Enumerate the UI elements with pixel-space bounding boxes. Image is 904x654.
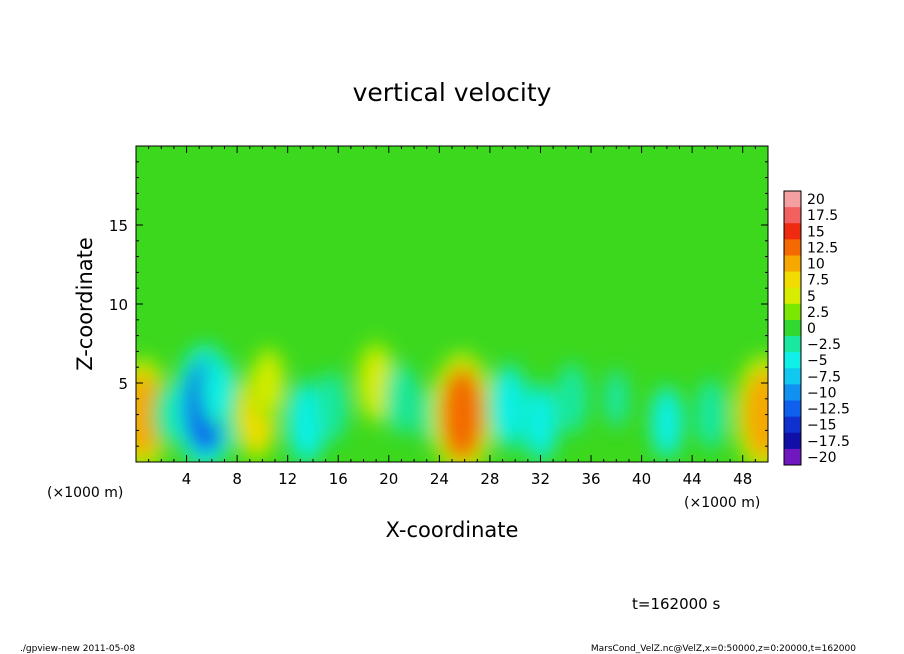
field-blob	[205, 362, 231, 420]
x-tick-label: 20	[379, 470, 398, 488]
colorbar-swatch	[784, 319, 801, 337]
colorbar-label: 7.5	[807, 273, 829, 289]
colorbar-label: 12.5	[807, 240, 838, 256]
x-tick-label: 16	[329, 470, 348, 488]
colorbar-swatch	[784, 271, 801, 289]
field-blob	[256, 354, 282, 412]
x-unit-label-right: (×1000 m)	[684, 495, 760, 511]
field-blob	[526, 391, 554, 454]
colorbar-swatch	[784, 287, 801, 305]
colorbar-swatch	[784, 432, 801, 450]
colorbar-swatch	[784, 416, 801, 434]
y-tick-label: 5	[118, 375, 128, 393]
colorbar-swatch	[784, 368, 801, 385]
colorbar-swatch	[784, 336, 801, 353]
colorbar-label: −17.5	[807, 434, 850, 450]
x-tick-label: 28	[480, 470, 499, 488]
field-blob	[744, 370, 768, 459]
field-blob	[560, 372, 584, 426]
colorbar-label: 20	[807, 192, 825, 208]
colorbar-label: 2.5	[807, 305, 829, 321]
colorbar-label: 10	[807, 257, 825, 273]
x-tick-label: 44	[683, 470, 702, 488]
colorbar-label: −15	[807, 418, 837, 434]
field-blob	[654, 393, 680, 452]
footer-right: MarsCond_VelZ.nc@VelZ,x=0:50000,z=0:2000…	[591, 644, 856, 654]
colorbar-swatch	[784, 223, 801, 240]
colorbar-swatch	[784, 352, 801, 369]
colorbar-label: 5	[807, 289, 816, 305]
colorbar-label: −7.5	[807, 369, 841, 385]
colorbar-swatch	[784, 191, 801, 208]
field-blob	[320, 380, 344, 434]
chart-title: vertical velocity	[353, 78, 552, 107]
x-tick-label: 4	[182, 470, 192, 488]
field-blob	[699, 388, 723, 442]
colorbar-label: 0	[807, 321, 816, 337]
colorbar-label: 15	[807, 224, 825, 240]
footer-left: ./gpview-new 2011-05-08	[20, 644, 135, 654]
x-tick-label: 36	[581, 470, 600, 488]
colorbar: 2017.51512.5107.552.50−2.5−5−7.5−10−12.5…	[783, 190, 850, 466]
y-axis-label: Z-coordinate	[73, 237, 97, 371]
field-blob	[390, 372, 413, 426]
y-tick-label: 10	[109, 296, 128, 314]
field-blob	[292, 389, 322, 456]
x-axis-label: X-coordinate	[386, 518, 519, 542]
colorbar-swatch	[784, 303, 801, 321]
colorbar-frame	[783, 190, 802, 466]
time-label: t=162000 s	[632, 595, 720, 613]
colorbar-label: −10	[807, 385, 837, 401]
field-blob	[494, 373, 524, 440]
field-blob	[605, 373, 628, 425]
x-tick-label: 32	[531, 470, 550, 488]
colorbar-label: −12.5	[807, 402, 850, 418]
field-blob	[156, 389, 179, 441]
x-tick-label: 40	[632, 470, 651, 488]
x-tick-label: 48	[733, 470, 752, 488]
colorbar-label: 17.5	[807, 208, 838, 224]
y-tick-label: 15	[109, 217, 128, 235]
colorbar-swatch	[784, 255, 801, 273]
x-tick-label: 8	[232, 470, 242, 488]
colorbar-label: −5	[807, 353, 828, 369]
y-axis: 5 10 15	[109, 145, 768, 463]
x-tick-label: 24	[430, 470, 449, 488]
x-axis: 4 8 12 16 20 24 28 32 36 40 44 48	[135, 146, 769, 488]
colorbar-label: −20	[807, 450, 837, 466]
x-unit-label-left: (×1000 m)	[47, 485, 123, 501]
colorbar-swatch	[784, 448, 801, 466]
field-blob	[361, 349, 391, 417]
x-tick-label: 12	[278, 470, 297, 488]
colorbar-label: −2.5	[807, 337, 841, 353]
field-blob	[440, 368, 484, 461]
colorbar-swatch	[784, 384, 801, 402]
colorbar-swatch	[784, 207, 801, 224]
plot-area	[136, 146, 768, 462]
field-features	[136, 338, 768, 462]
colorbar-swatch	[784, 400, 801, 418]
colorbar-swatch	[784, 239, 801, 256]
